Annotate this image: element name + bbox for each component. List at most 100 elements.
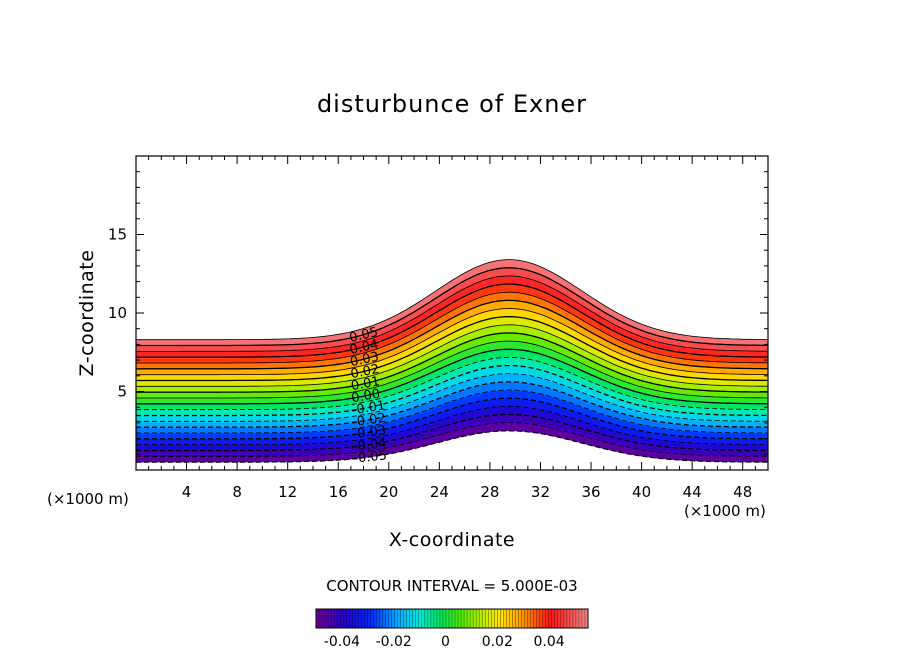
colorbar-segment [581, 609, 586, 628]
colorbar-segment [527, 609, 531, 628]
colorbar-segment [524, 609, 528, 628]
colorbar-segment [545, 609, 550, 628]
colorbar-segment [482, 609, 486, 628]
colorbar-segment [385, 609, 389, 628]
colorbar-segment [488, 609, 492, 628]
colorbar-segment [394, 609, 398, 628]
colorbar-segment [373, 609, 377, 628]
colorbar-segment [340, 609, 344, 628]
colorbar-segment [554, 609, 559, 628]
contour-label: 0.03 [349, 350, 380, 371]
colorbar-segment [578, 609, 583, 628]
colorbar-segment [569, 609, 574, 628]
colorbar-segment [418, 609, 423, 628]
colorbar-segment [491, 609, 495, 628]
colorbar-segment [485, 609, 489, 628]
colorbar-segment [473, 609, 477, 628]
contour-label: 0.05 [348, 325, 380, 346]
contour-label: -0.03 [352, 423, 387, 442]
colorbar-segment [409, 609, 414, 628]
contour-lines [136, 259, 768, 463]
colorbar-segment [470, 609, 474, 628]
colorbar-segment [452, 609, 456, 628]
x-unit-label-left: (×1000 m) [47, 490, 129, 508]
contour-line [136, 422, 768, 457]
x-tick-label: 8 [232, 483, 242, 501]
colorbar-segment [503, 609, 507, 628]
colorbar-segment [427, 609, 432, 628]
colorbar-segment [343, 609, 347, 628]
colorbar-segment [566, 609, 571, 628]
contour-line [136, 283, 768, 358]
contour-line [136, 413, 768, 452]
colorbar-segment [337, 609, 341, 628]
colorbar-segment [575, 609, 580, 628]
colorbar-segment [328, 609, 332, 628]
x-tick-label: 40 [632, 483, 651, 501]
colorbar-segment [388, 609, 392, 628]
contour-line [136, 357, 768, 411]
contour-line [136, 397, 768, 440]
colorbar-segment [361, 609, 365, 628]
contour-line [136, 299, 768, 370]
colorbar [315, 608, 589, 629]
colorbar-segment [442, 609, 447, 628]
colorbar-segment [539, 609, 543, 628]
contour-label: 0.04 [348, 337, 380, 358]
colorbar-segment [319, 609, 323, 628]
contour-label: -0.05 [353, 448, 388, 466]
colorbar-tick-label: 0.04 [534, 634, 565, 650]
colorbar-segment [439, 609, 444, 628]
y-tick-label: 10 [108, 304, 127, 322]
colorbar-segment [551, 609, 556, 628]
x-tick-label: 28 [480, 483, 499, 501]
contour-label: -0.01 [351, 398, 387, 418]
x-axis-label: X-coordinate [389, 529, 515, 551]
colorbar-segment [500, 609, 504, 628]
contour-line [136, 324, 768, 387]
colorbar-segment [355, 609, 359, 628]
colorbar-tick-label: -0.04 [324, 634, 360, 650]
colorbar-segment [352, 609, 356, 628]
y-tick-label: 5 [117, 383, 127, 401]
colorbar-segment [584, 609, 589, 628]
contour-line [136, 316, 768, 382]
colorbar-segment [563, 609, 568, 628]
y-tick-label: 15 [108, 226, 127, 244]
colorbar-frame [315, 608, 589, 629]
colorbar-segment [406, 609, 410, 628]
colorbar-segment [430, 609, 435, 628]
colorbar-tick-label: 0 [441, 634, 450, 650]
contour-label: 0.01 [350, 374, 381, 394]
colorbar-segment [494, 609, 498, 628]
colorbar-segment [476, 609, 480, 628]
colorbar-segment [479, 609, 483, 628]
contour-line [136, 308, 768, 376]
y-axis-label: Z-coordinate [76, 250, 98, 377]
colorbar-segment [542, 609, 546, 628]
colorbar-segment [548, 609, 553, 628]
contour-label: 0.00 [350, 387, 381, 407]
colorbar-segment [533, 609, 537, 628]
x-tick-label: 16 [329, 483, 348, 501]
contour-line [136, 275, 768, 352]
colorbar-tick-label: 0.02 [482, 634, 513, 650]
colorbar-segment [403, 609, 407, 628]
contour-line [136, 259, 768, 341]
contour-interval-text: CONTOUR INTERVAL = 5.000E-03 [326, 577, 577, 595]
colorbar-segment [382, 609, 386, 628]
contour-label: 0.02 [349, 362, 380, 382]
colorbar-segment [521, 609, 525, 628]
colorbar-segment [461, 609, 465, 628]
contour-line [136, 267, 768, 347]
x-tick-label: 24 [430, 483, 449, 501]
contour-line [136, 364, 768, 417]
colorbar-segment [445, 609, 450, 628]
colorbar-segment [536, 609, 540, 628]
contour-line [136, 373, 768, 422]
colorbar-segment [424, 609, 429, 628]
colorbar-segment [346, 609, 350, 628]
colorbar-segment [325, 609, 329, 628]
colorbar-segment [379, 609, 383, 628]
colorbar-ticks: -0.04 -0.02 0 0.02 0.04 [324, 634, 565, 650]
